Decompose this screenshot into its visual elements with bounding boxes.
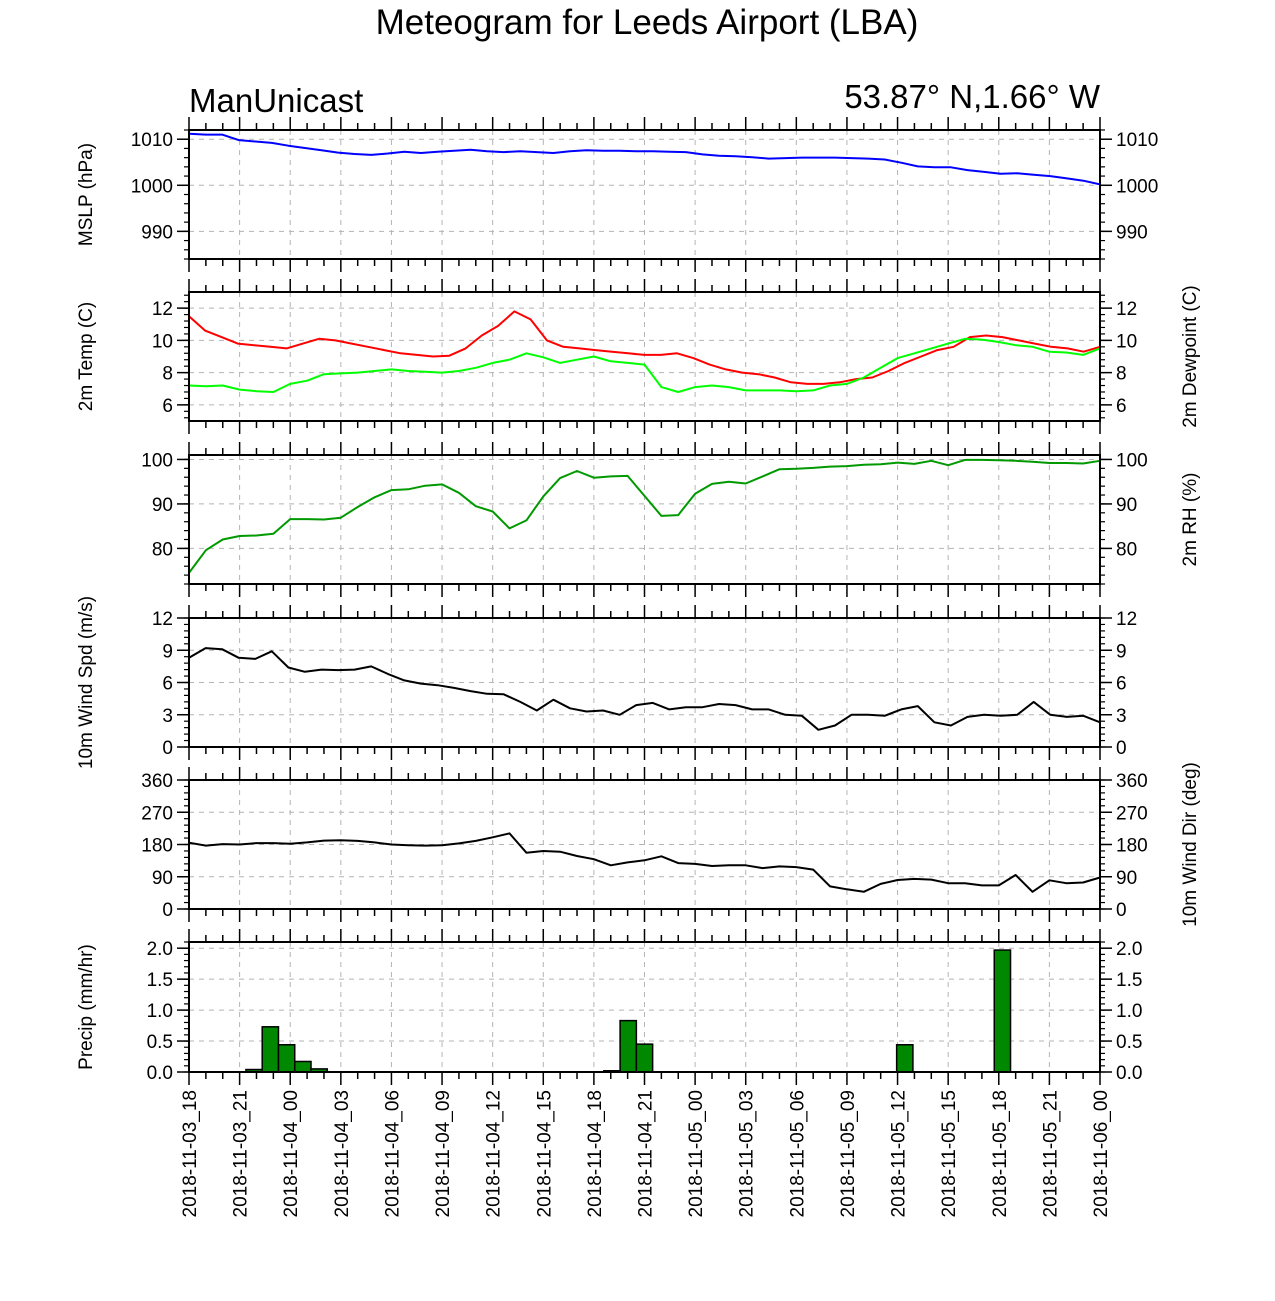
y-axis-label-left: Precip (mm/hr) [76,944,97,1070]
x-tick-label: 2018-11-04_09 [433,1090,454,1217]
y-tick-label-right: 10 [1116,331,1137,352]
y-tick-label-right: 1.0 [1116,1001,1142,1022]
y-tick-label-left: 180 [141,836,173,857]
y-tick-label-right: 3 [1116,706,1127,727]
precip-bar [895,1044,914,1073]
y-axis-label-right: 10m Wind Dir (deg) [1180,762,1201,927]
temp-series-line-1 [188,337,1101,393]
y-tick-label-right: 8 [1116,364,1127,385]
y-tick-label-right: 360 [1116,771,1148,792]
model-label: ManUnicast [189,82,363,119]
y-tick-label-right: 0 [1116,900,1127,921]
x-tick-label: 2018-11-05_21 [1040,1090,1061,1217]
y-tick-label-left: 990 [141,222,173,243]
y-tick-label-right: 2.0 [1116,939,1142,960]
y-tick-label-left: 10 [152,331,173,352]
x-tick-label: 2018-11-04_03 [332,1090,353,1217]
y-tick-label-left: 100 [141,450,173,471]
y-tick-label-right: 6 [1116,396,1127,417]
y-tick-label-left: 1010 [131,130,173,151]
x-tick-label: 2018-11-04_00 [281,1090,302,1217]
y-axis-label-right: 2m Dewpoint (C) [1180,285,1201,428]
mslp-series-line-0 [188,132,1101,186]
y-tick-label-right: 1010 [1116,130,1158,151]
x-tick-label: 2018-11-05_15 [939,1090,960,1217]
y-tick-label-right: 0 [1116,738,1127,759]
x-tick-label: 2018-11-05_12 [889,1090,910,1217]
x-tick-label: 2018-11-04_06 [382,1090,403,1217]
y-tick-label-left: 90 [152,868,173,889]
y-tick-label-right: 0.0 [1116,1063,1142,1084]
wdir-series-line-0 [188,832,1101,893]
y-tick-label-left: 0 [162,738,173,759]
y-tick-label-right: 6 [1116,674,1127,695]
y-tick-label-right: 12 [1116,609,1137,630]
wspd-series-line-0 [188,647,1101,731]
y-tick-label-right: 9 [1116,641,1127,662]
x-tick-label: 2018-11-05_06 [787,1090,808,1217]
y-tick-label-left: 1.0 [147,1001,173,1022]
panel-precip: 0.0 0.0 0.5 0.5 1.0 1.0 1.5 1.5 2.0 2.0 Precip (mm… [76,929,1142,1217]
y-tick-label-left: 6 [162,396,173,417]
precip-bar [619,1019,638,1073]
y-tick-label-left: 80 [152,539,173,560]
y-tick-label-right: 90 [1116,868,1137,889]
x-tick-label: 2018-11-05_18 [990,1090,1011,1217]
y-tick-label-right: 180 [1116,836,1148,857]
y-tick-label-left: 2.0 [147,939,173,960]
panel-wdir: 0 0 90 90 180 180 270 270 360 360 10m Wind Dir (de… [141,762,1201,927]
location-coordinates: 53.87° N,1.66° W [844,78,1101,115]
y-tick-label-left: 270 [141,803,173,824]
x-tick-label: 2018-11-03_18 [180,1090,201,1217]
precip-bar [293,1060,312,1073]
y-tick-label-left: 3 [162,706,173,727]
y-axis-label-right: 2m RH (%) [1180,473,1201,567]
y-tick-label-left: 0.5 [147,1032,173,1053]
chart-title: Meteogram for Leeds Airport (LBA) [376,3,919,42]
x-tick-label: 2018-11-04_15 [534,1090,555,1217]
y-tick-label-right: 100 [1116,450,1148,471]
y-tick-label-right: 90 [1116,495,1137,516]
y-tick-label-right: 0.5 [1116,1032,1142,1053]
y-tick-label-left: 360 [141,771,173,792]
y-tick-label-right: 270 [1116,803,1148,824]
y-tick-label-right: 1000 [1116,176,1158,197]
y-tick-label-left: 6 [162,674,173,695]
y-tick-label-left: 1000 [131,176,173,197]
y-axis-label-left: 10m Wind Spd (m/s) [76,596,97,769]
temp-series-line-0 [188,310,1101,385]
x-tick-label: 2018-11-03_21 [231,1090,252,1217]
y-tick-label-left: 12 [152,609,173,630]
y-tick-label-left: 90 [152,495,173,516]
y-tick-label-left: 12 [152,299,173,320]
y-axis-label-left: 2m Temp (C) [76,302,97,411]
x-tick-label: 2018-11-04_18 [585,1090,606,1217]
y-tick-label-left: 9 [162,641,173,662]
x-tick-label: 2018-11-04_12 [484,1090,505,1217]
y-tick-label-right: 990 [1116,222,1148,243]
x-tick-label: 2018-11-06_00 [1091,1090,1112,1217]
precip-bar [277,1044,296,1073]
x-tick-label: 2018-11-05_09 [838,1090,859,1217]
y-tick-label-right: 12 [1116,299,1137,320]
y-tick-label-left: 0.0 [147,1063,173,1084]
rh-series-line-0 [188,458,1101,574]
y-tick-label-left: 8 [162,364,173,385]
precip-bar [635,1043,654,1073]
y-tick-label-right: 80 [1116,539,1137,560]
panel-rh: 80 80 90 90 100 100 2m RH (%) [141,442,1201,597]
x-tick-label: 2018-11-05_00 [686,1090,707,1217]
y-tick-label-right: 1.5 [1116,970,1142,991]
y-tick-label-left: 0 [162,900,173,921]
y-tick-label-left: 1.5 [147,970,173,991]
panel-wspd: 0 0 3 3 6 6 9 9 12 12 10m Wind Spd (m/s) [76,596,1137,769]
precip-bar [261,1026,280,1073]
panel-temp: 6 6 8 8 10 10 12 12 2m Temp (C) 2m Dewpoint (C) [76,279,1201,434]
x-tick-label: 2018-11-05_03 [737,1090,758,1217]
panel-mslp: 990 990 1000 1000 1010 1010 MSLP (hPa) [76,117,1158,272]
precip-bar [993,949,1012,1073]
x-tick-label: 2018-11-04_21 [636,1090,657,1217]
y-axis-label-left: MSLP (hPa) [76,143,97,246]
